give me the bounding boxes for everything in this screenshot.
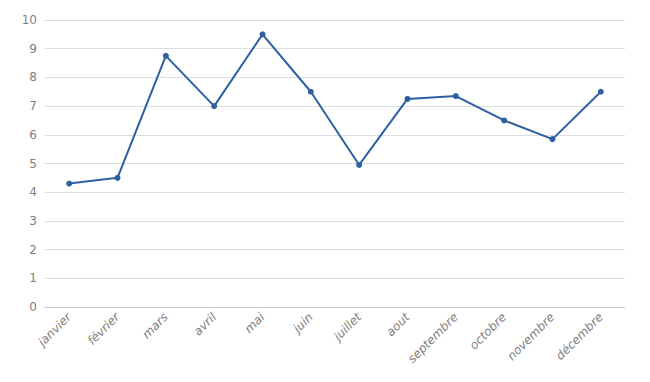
svg-text:octobre: octobre	[467, 310, 509, 352]
svg-text:6: 6	[29, 128, 37, 142]
svg-text:10: 10	[22, 13, 37, 27]
svg-text:juillet: juillet	[329, 309, 365, 345]
svg-text:mars: mars	[140, 310, 171, 341]
svg-text:4: 4	[29, 185, 37, 199]
svg-text:septembre: septembre	[405, 310, 461, 366]
svg-text:2: 2	[29, 243, 37, 257]
svg-text:janvier: janvier	[34, 309, 75, 350]
svg-text:7: 7	[29, 99, 37, 113]
svg-text:décembre: décembre	[553, 310, 606, 363]
svg-text:aout: aout	[383, 309, 413, 339]
svg-text:0: 0	[29, 300, 37, 314]
svg-text:novembre: novembre	[504, 310, 557, 363]
svg-text:juin: juin	[289, 310, 316, 337]
svg-text:3: 3	[29, 214, 37, 228]
svg-text:avril: avril	[191, 310, 220, 339]
svg-text:mai: mai	[242, 310, 268, 336]
svg-text:5: 5	[29, 157, 37, 171]
svg-text:9: 9	[29, 42, 37, 56]
svg-text:1: 1	[29, 271, 37, 285]
svg-text:8: 8	[29, 70, 37, 84]
svg-text:février: février	[85, 309, 123, 347]
